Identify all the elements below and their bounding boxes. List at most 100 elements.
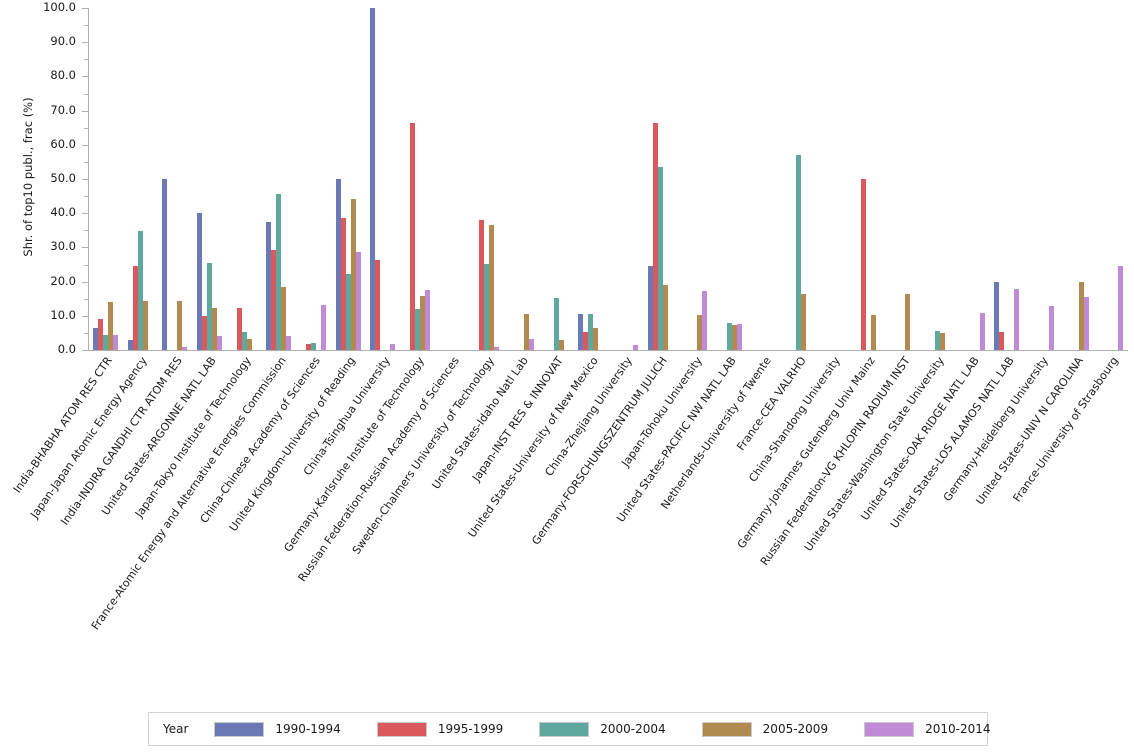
bar: [1083, 297, 1089, 350]
legend-item[interactable]: 2005-2009: [701, 721, 828, 737]
bar: [281, 287, 287, 350]
bar: [523, 313, 529, 350]
bar-group: [1098, 8, 1124, 350]
bar: [310, 342, 316, 350]
y-tick-mark: [82, 350, 88, 351]
bar: [271, 249, 277, 350]
bar: [211, 307, 217, 350]
bar-group: [786, 8, 811, 350]
y-tick-mark: [82, 144, 88, 146]
bar-group: [196, 8, 222, 350]
legend-item[interactable]: 1995-1999: [376, 721, 504, 737]
y-axis-line: [88, 8, 89, 350]
legend: Year 1990-1994 1995-1999 2000-2004 2005-200…: [148, 712, 991, 746]
bar-group: [92, 8, 118, 350]
bar-group: [752, 8, 777, 350]
bar: [484, 263, 490, 350]
bar: [528, 339, 534, 350]
bar-group: [440, 8, 465, 350]
bar: [355, 251, 361, 350]
bar: [286, 336, 292, 350]
y-tick-mark: [82, 76, 88, 78]
legend-swatch: [864, 721, 915, 737]
y-tick-label: 20.0: [50, 273, 76, 288]
bar: [350, 199, 356, 350]
y-tick-minor: [84, 25, 88, 27]
bar-group: [925, 8, 950, 350]
legend-label: 1990-1994: [275, 722, 341, 736]
bar: [340, 218, 346, 350]
bar: [702, 291, 708, 350]
bar: [102, 335, 108, 350]
bar-group: [266, 8, 292, 350]
bar-group: [821, 8, 846, 350]
legend-item[interactable]: 1990-1994: [214, 721, 341, 737]
y-tick-label: 70.0: [50, 102, 76, 117]
bar: [479, 220, 485, 350]
bar: [939, 333, 945, 350]
bar: [662, 284, 668, 350]
bar: [1048, 305, 1054, 350]
bar: [796, 155, 802, 350]
bar: [216, 336, 222, 350]
bar-group: [613, 8, 638, 350]
bar: [390, 344, 396, 350]
bar: [801, 293, 807, 350]
y-tick-label: 80.0: [50, 68, 76, 83]
bar: [424, 289, 430, 350]
bar: [276, 194, 282, 350]
bar-group: [682, 8, 708, 350]
bar: [870, 314, 876, 350]
bar: [419, 295, 425, 350]
y-tick-minor: [84, 264, 88, 266]
bar: [92, 328, 98, 350]
y-tick-label: 10.0: [50, 307, 76, 322]
x-axis-line: [88, 350, 1128, 351]
bar: [726, 322, 732, 350]
legend-swatch: [539, 721, 590, 737]
bar: [370, 8, 376, 350]
bar-group: [1029, 8, 1054, 350]
bar-group: [1064, 8, 1089, 350]
bar: [994, 281, 1000, 350]
bar: [196, 213, 202, 350]
bar: [375, 259, 381, 350]
y-tick-label: 30.0: [50, 239, 76, 254]
bar: [593, 327, 599, 350]
bar: [999, 331, 1005, 350]
bar: [335, 179, 341, 350]
bar: [489, 225, 495, 350]
bar: [246, 339, 252, 350]
bar: [736, 324, 742, 350]
bar: [647, 266, 653, 350]
y-tick-mark: [82, 281, 88, 283]
y-tick-minor: [84, 196, 88, 198]
bar-group: [370, 8, 396, 350]
bar-group: [474, 8, 500, 350]
bar: [137, 230, 143, 350]
y-tick-mark: [82, 179, 88, 180]
bar: [578, 314, 584, 350]
legend-label: 1995-1999: [437, 722, 504, 736]
legend-item[interactable]: 2010-2014: [864, 721, 991, 737]
y-tick-label: 40.0: [50, 205, 76, 220]
bar: [731, 325, 737, 350]
bar: [979, 313, 985, 350]
legend-item[interactable]: 2000-2004: [539, 721, 666, 737]
legend-swatch: [214, 721, 265, 737]
bar: [588, 314, 594, 350]
bar: [162, 179, 168, 350]
bar: [305, 344, 311, 350]
y-tick-mark: [82, 213, 88, 215]
bar: [409, 122, 415, 350]
bar: [583, 332, 589, 350]
bar: [632, 344, 638, 350]
y-tick-mark: [82, 315, 88, 317]
bar: [345, 273, 351, 350]
legend-swatch: [376, 721, 427, 737]
bar: [266, 222, 272, 350]
bar-group: [301, 8, 326, 350]
bar-group: [717, 8, 742, 350]
bar-group: [890, 8, 915, 350]
